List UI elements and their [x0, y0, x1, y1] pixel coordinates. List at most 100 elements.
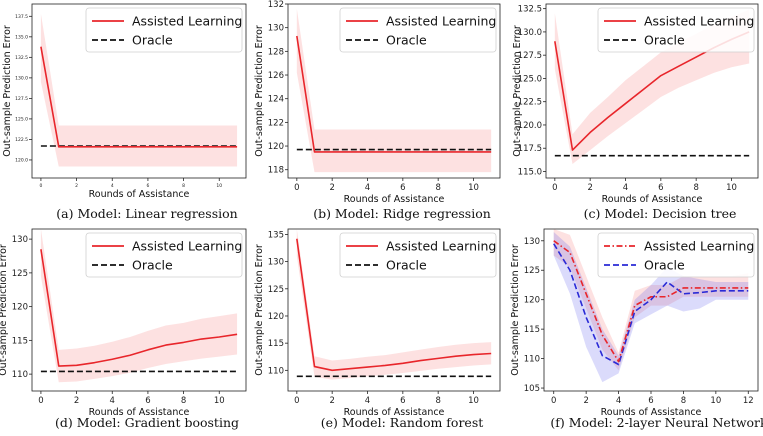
x-tick-label: 8 — [681, 396, 686, 406]
x-tick-label: 4 — [365, 396, 370, 406]
confidence-band-assisted-learning — [296, 8, 492, 173]
y-tick-label: 115.0 — [518, 167, 542, 177]
x-tick-label: 6 — [400, 183, 405, 193]
y-tick-label: 137.5 — [15, 14, 28, 20]
panel-caption: (a) Model: Linear regression — [56, 206, 237, 221]
y-tick-label: 126 — [268, 71, 284, 81]
plot-area — [553, 229, 749, 383]
y-tick-label: 130 — [12, 235, 28, 245]
y-tick-label: 110 — [524, 355, 540, 365]
y-tick-label: 122.5 — [518, 98, 542, 108]
x-tick-label: 8 — [181, 396, 186, 406]
x-tick-label: 4 — [616, 396, 621, 406]
y-tick-label: 125.0 — [15, 117, 28, 123]
y-tick-label: 120.0 — [15, 158, 28, 164]
panel-caption: (c) Model: Decision tree — [584, 206, 737, 221]
x-tick-label: 0 — [294, 183, 299, 193]
y-tick-label: 118 — [268, 166, 284, 176]
x-tick-label: 2 — [75, 183, 78, 189]
y-tick-label: 130 — [524, 237, 540, 247]
series-line-assisted-learning — [40, 249, 238, 367]
legend: Assisted Learning Oracle — [85, 232, 243, 278]
chart-panel-5: 0 2 4 6 8 10 110 115 120 125 130 135 Rounds of Assis… — [254, 228, 501, 430]
panel-caption: (b) Model: Ridge regression — [313, 206, 491, 221]
legend-label-oracle: Oracle — [386, 258, 427, 273]
legend-box — [339, 7, 497, 53]
y-tick-label: 120 — [524, 296, 540, 306]
x-tick-label: 6 — [146, 183, 149, 189]
y-tick-label: 135 — [268, 230, 284, 240]
series-line-assisted-learning — [40, 46, 238, 148]
x-tick-label: 0 — [294, 396, 299, 406]
axes-frame — [287, 3, 501, 179]
x-tick-label: 6 — [658, 183, 663, 193]
chart-panel-3: 0 2 4 6 8 10 115.0 117.5 120.0 122.5 125.0 127.5 130… — [512, 3, 759, 221]
y-tick-label: 127.5 — [518, 51, 542, 61]
x-tick-label: 8 — [435, 396, 440, 406]
axes-frame — [545, 3, 759, 179]
x-axis-label: Rounds of Assistance — [344, 194, 445, 205]
panel-caption: (d) Model: Gradient boosting — [55, 415, 239, 430]
y-tick-label: 122 — [268, 118, 284, 128]
x-axis-label: Rounds of Assistance — [89, 189, 190, 200]
x-tick-label: 2 — [587, 183, 592, 193]
x-tick-label: 8 — [182, 183, 185, 189]
x-axis-label: Rounds of Assistance — [601, 407, 702, 418]
legend: Assisted Learning Oracle — [339, 7, 497, 53]
x-tick-label: 0 — [551, 396, 556, 406]
axes-frame — [31, 228, 247, 392]
x-tick-label: 0 — [552, 183, 557, 193]
y-axis-label: Out-sample Prediction Error — [0, 244, 9, 376]
legend-box — [85, 7, 243, 53]
plot-area — [296, 8, 492, 173]
y-tick-label: 130 — [268, 258, 284, 268]
y-axis-label: Out-sample Prediction Error — [254, 25, 265, 157]
x-tick-label: 10 — [216, 183, 222, 189]
x-tick-label: 0 — [39, 183, 42, 189]
plot-area — [296, 229, 492, 380]
series-line-assisted-learning — [296, 238, 492, 372]
series-line-oracle — [553, 243, 749, 366]
x-tick-label: 6 — [145, 396, 150, 406]
plot-area — [40, 13, 238, 167]
x-tick-label: 10 — [726, 183, 737, 193]
chart-panel-6: 0 2 4 6 8 10 12 105 110 115 120 125 130 Rounds of Ass… — [510, 228, 763, 430]
legend-label-assisted-learning: Assisted Learning — [644, 239, 754, 254]
legend-label-assisted-learning: Assisted Learning — [644, 14, 754, 29]
legend-box — [597, 232, 755, 278]
legend-label-assisted-learning: Assisted Learning — [132, 14, 242, 29]
y-tick-label: 132.5 — [15, 55, 28, 61]
legend-box — [597, 7, 755, 53]
y-tick-label: 120 — [268, 312, 284, 322]
legend: Assisted Learning Oracle — [597, 7, 755, 53]
axes-frame — [287, 228, 501, 392]
y-tick-label: 124 — [268, 95, 284, 105]
confidence-band-assisted-learning — [296, 229, 492, 380]
y-axis-label: Out-sample Prediction Error — [512, 25, 523, 157]
y-tick-label: 125 — [268, 285, 284, 295]
panel-caption: (e) Model: Random forest — [321, 415, 484, 430]
x-tick-label: 2 — [74, 396, 79, 406]
legend-label-oracle: Oracle — [132, 258, 173, 273]
legend-label-assisted-learning: Assisted Learning — [132, 239, 242, 254]
x-tick-label: 4 — [111, 183, 114, 189]
y-tick-label: 105 — [524, 384, 540, 394]
y-tick-label: 125 — [12, 269, 28, 279]
x-tick-label: 10 — [468, 183, 479, 193]
y-tick-label: 117.5 — [518, 144, 542, 154]
x-tick-label: 4 — [623, 183, 628, 193]
x-tick-label: 2 — [583, 396, 588, 406]
legend: Assisted Learning Oracle — [339, 232, 497, 278]
x-tick-label: 12 — [743, 396, 754, 406]
x-tick-label: 4 — [365, 183, 370, 193]
y-tick-label: 135.0 — [15, 34, 28, 40]
y-tick-label: 132.5 — [518, 5, 542, 15]
axes-frame — [31, 3, 247, 179]
y-tick-label: 128 — [268, 47, 284, 57]
series-line-assisted-learning — [553, 240, 749, 363]
legend-label-oracle: Oracle — [386, 33, 427, 48]
legend-box — [85, 232, 243, 278]
y-tick-label: 125 — [524, 266, 540, 276]
y-tick-label: 115 — [12, 336, 28, 346]
